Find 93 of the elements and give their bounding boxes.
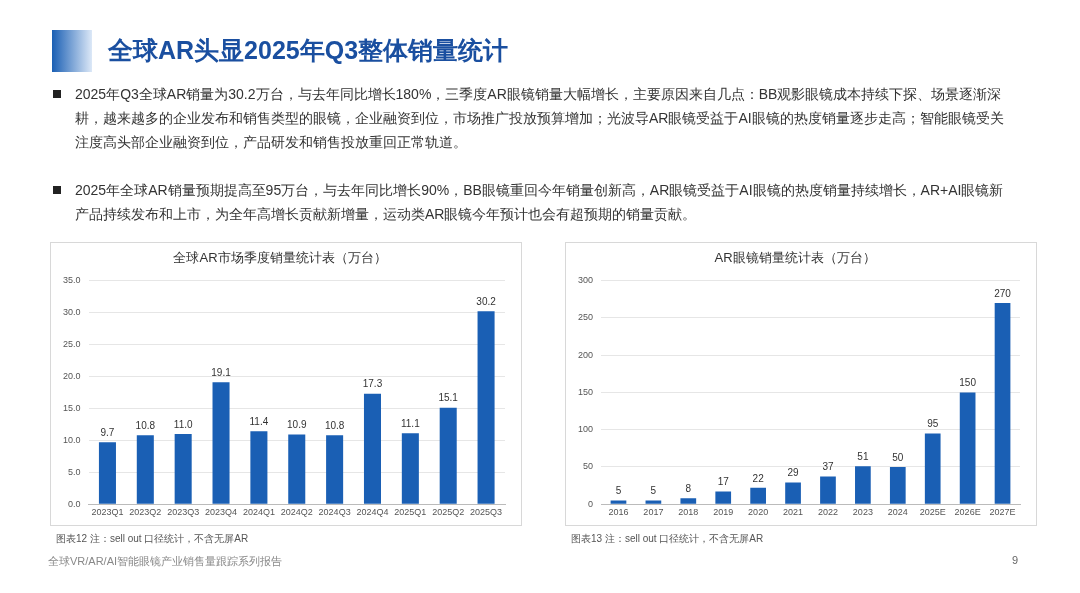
chart-title: 全球AR市场季度销量统计表（万台） bbox=[173, 250, 387, 266]
x-tick-label: 2024 bbox=[887, 507, 908, 518]
y-tick-label: 30.0 bbox=[62, 307, 81, 318]
data-label: 8 bbox=[685, 482, 692, 494]
x-tick-label: 2024Q3 bbox=[318, 507, 351, 518]
y-tick-label: 150 bbox=[577, 386, 594, 397]
bar bbox=[288, 434, 306, 504]
data-label: 30.2 bbox=[476, 296, 497, 308]
text: 图表13 注：sell out 口径统计，不含无屏AR bbox=[571, 532, 764, 546]
y-tick-label: 35.0 bbox=[62, 275, 81, 286]
y-tick-label: 5.0 bbox=[68, 466, 81, 477]
x-tick-label: 2021 bbox=[783, 507, 804, 518]
x-tick-label: 2019 bbox=[713, 507, 734, 518]
bar bbox=[820, 476, 836, 504]
bar bbox=[855, 466, 871, 504]
y-tick-label: 25.0 bbox=[62, 338, 81, 349]
bar bbox=[174, 433, 192, 504]
bar bbox=[645, 500, 662, 504]
bar bbox=[98, 442, 116, 504]
text: 图表12 注：sell out 口径统计，不含无屏AR bbox=[56, 532, 249, 546]
y-tick-label: 50 bbox=[583, 461, 594, 472]
x-tick-label: 2025E bbox=[919, 507, 946, 518]
x-tick-label: 2022 bbox=[817, 507, 838, 518]
bar bbox=[363, 393, 381, 504]
data-label: 5 bbox=[615, 485, 622, 497]
data-label: 5 bbox=[650, 485, 657, 497]
chart-title: AR眼镜销量统计表（万台） bbox=[714, 250, 876, 266]
bar bbox=[750, 487, 766, 504]
y-tick-label: 250 bbox=[577, 312, 594, 323]
x-tick-label: 2024Q4 bbox=[356, 507, 389, 518]
bar bbox=[959, 392, 976, 504]
data-label: 11.1 bbox=[400, 418, 421, 430]
text: 2025年全球AR销量预期提高至95万台，与去年同比增长90%，BB眼镜重回今年销量创新高，AR眼镜受益于AI眼镜的热度销量持续增长，AR+AI眼镜新产品持续发布和上市，为全年高增长贡献新增量，运动类AR眼镜今年预计也会有超预期的销量贡献。 bbox=[75, 181, 1005, 224]
bar bbox=[212, 382, 230, 504]
bar bbox=[889, 466, 906, 504]
y-tick-label: 100 bbox=[577, 424, 594, 435]
bar bbox=[680, 498, 697, 504]
x-tick-label: 2025Q3 bbox=[470, 507, 503, 518]
x-tick-label: 2026E bbox=[954, 507, 981, 518]
y-tick-label: 200 bbox=[577, 349, 594, 360]
data-label: 22 bbox=[752, 472, 765, 484]
x-tick-label: 2018 bbox=[678, 507, 699, 518]
data-label: 50 bbox=[892, 451, 904, 463]
bar bbox=[610, 500, 627, 504]
data-label: 150 bbox=[959, 377, 977, 389]
bar bbox=[136, 435, 154, 504]
bar bbox=[477, 311, 495, 504]
data-label: 9.7 bbox=[100, 426, 115, 438]
bar bbox=[785, 482, 801, 504]
x-tick-label: 2017 bbox=[643, 507, 664, 518]
y-tick-label: 0.0 bbox=[68, 498, 81, 509]
y-tick-label: 0 bbox=[588, 498, 594, 509]
bar bbox=[924, 433, 941, 504]
y-tick-label: 300 bbox=[577, 275, 594, 286]
data-label: 10.9 bbox=[287, 419, 307, 431]
data-label: 19.1 bbox=[211, 366, 232, 378]
data-label: 17.3 bbox=[362, 378, 383, 390]
x-tick-label: 2024Q1 bbox=[242, 507, 275, 518]
x-tick-label: 2020 bbox=[748, 507, 769, 518]
data-label: 10.8 bbox=[324, 419, 345, 431]
y-tick-label: 20.0 bbox=[62, 370, 81, 381]
data-label: 29 bbox=[787, 467, 800, 479]
x-tick-label: 2023 bbox=[852, 507, 873, 518]
bar bbox=[326, 435, 344, 504]
data-label: 10.8 bbox=[135, 419, 156, 431]
data-label: 51 bbox=[857, 450, 869, 462]
x-tick-label: 2027E bbox=[989, 507, 1016, 518]
data-label: 15.1 bbox=[438, 392, 459, 404]
x-tick-label: 2023Q3 bbox=[167, 507, 200, 518]
data-label: 11.0 bbox=[173, 418, 193, 430]
data-label: 95 bbox=[927, 418, 939, 430]
text: 9 bbox=[1012, 554, 1019, 566]
data-label: 17 bbox=[717, 476, 730, 488]
bar bbox=[715, 491, 732, 504]
y-tick-label: 10.0 bbox=[62, 434, 81, 445]
x-tick-label: 2025Q2 bbox=[432, 507, 465, 518]
data-label: 11.4 bbox=[249, 416, 269, 428]
x-tick-label: 2024Q2 bbox=[280, 507, 313, 518]
text: 2025年Q3全球AR销量为30.2万台，与去年同比增长180%，三季度AR眼镜销量大幅增长，主要原因来自几点：BB观影眼镜成本持续下探、场景逐渐深耕，越来越多的企业发布和销售类型的眼镜，企业融资到位，市场推广投放预算增加；光波导AR眼镜受益于AI眼镜的热度销量逐步走高；智能眼镜受关注度高头部企业融资到位，产品研发和销售投放重回正常轨道。 bbox=[75, 85, 1005, 152]
bar bbox=[250, 431, 268, 504]
x-tick-label: 2023Q2 bbox=[129, 507, 162, 518]
bar bbox=[439, 407, 457, 504]
y-tick-label: 15.0 bbox=[62, 402, 81, 413]
text: 全球AR头显2025年Q3整体销量统计 bbox=[108, 35, 509, 66]
x-tick-label: 2023Q4 bbox=[205, 507, 238, 518]
bar bbox=[401, 433, 419, 504]
data-label: 270 bbox=[994, 287, 1012, 299]
data-label: 37 bbox=[822, 461, 834, 473]
x-tick-label: 2016 bbox=[608, 507, 629, 518]
bar bbox=[994, 302, 1011, 504]
x-tick-label: 2023Q1 bbox=[91, 507, 124, 518]
text: 全球VR/AR/AI智能眼镜产业销售量跟踪系列报告 bbox=[48, 554, 283, 569]
x-tick-label: 2025Q1 bbox=[394, 507, 427, 518]
